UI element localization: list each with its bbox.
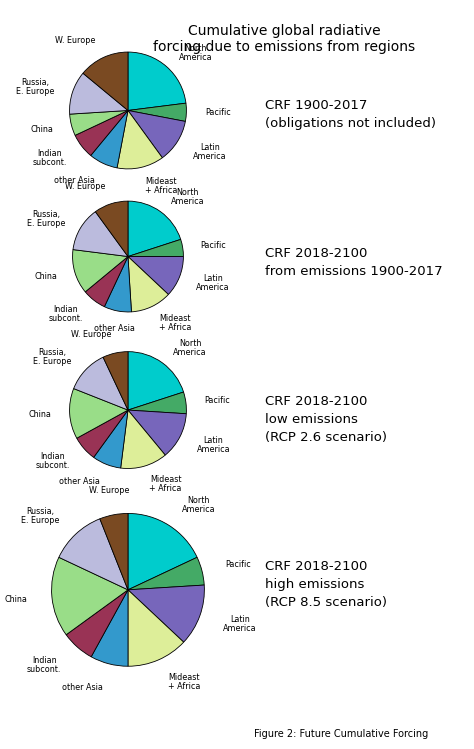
Text: W. Europe: W. Europe: [89, 486, 129, 495]
Wedge shape: [128, 514, 197, 590]
Wedge shape: [128, 240, 183, 257]
Wedge shape: [95, 201, 128, 256]
Text: CRF 2018-2100
from emissions 1900-2017: CRF 2018-2100 from emissions 1900-2017: [265, 246, 443, 278]
Wedge shape: [85, 256, 128, 306]
Wedge shape: [128, 557, 204, 590]
Text: China: China: [30, 125, 53, 134]
Text: Indian
subcont.: Indian subcont.: [27, 656, 61, 675]
Text: other Asia: other Asia: [54, 176, 95, 185]
Text: Mideast
+ Africa: Mideast + Africa: [168, 673, 201, 691]
Text: Latin
America: Latin America: [223, 615, 256, 633]
Text: Pacific: Pacific: [204, 396, 230, 405]
Wedge shape: [52, 557, 128, 634]
Text: CRF 2018-2100
high emissions
(RCP 8.5 scenario): CRF 2018-2100 high emissions (RCP 8.5 sc…: [265, 560, 387, 609]
Wedge shape: [59, 519, 128, 590]
Wedge shape: [66, 590, 128, 657]
Text: CRF 2018-2100
low emissions
(RCP 2.6 scenario): CRF 2018-2100 low emissions (RCP 2.6 sce…: [265, 395, 387, 444]
Text: China: China: [28, 410, 51, 419]
Text: other Asia: other Asia: [59, 477, 100, 486]
Wedge shape: [128, 103, 186, 121]
Text: Indian
subcont.: Indian subcont.: [49, 306, 83, 324]
Text: North
America: North America: [171, 188, 205, 206]
Wedge shape: [128, 392, 186, 413]
Wedge shape: [83, 52, 128, 110]
Wedge shape: [70, 110, 128, 136]
Text: Latin
America: Latin America: [197, 436, 230, 454]
Text: Indian
subcont.: Indian subcont.: [33, 149, 67, 167]
Wedge shape: [104, 256, 131, 312]
Text: W. Europe: W. Europe: [55, 36, 95, 45]
Wedge shape: [128, 110, 185, 158]
Text: Cumulative global radiative
forcing due to emissions from regions: Cumulative global radiative forcing due …: [153, 24, 416, 54]
Text: Pacific: Pacific: [200, 240, 226, 249]
Wedge shape: [128, 52, 186, 110]
Text: Mideast
+ Africa: Mideast + Africa: [159, 314, 191, 332]
Text: other Asia: other Asia: [62, 683, 103, 692]
Wedge shape: [91, 590, 128, 667]
Wedge shape: [75, 110, 128, 156]
Text: Russia,
E. Europe: Russia, E. Europe: [27, 210, 65, 228]
Text: Latin
America: Latin America: [196, 274, 229, 292]
Wedge shape: [128, 410, 186, 455]
Wedge shape: [73, 249, 128, 292]
Text: North
America: North America: [179, 43, 213, 61]
Text: other Asia: other Asia: [94, 324, 135, 333]
Text: Pacific: Pacific: [205, 109, 231, 118]
Wedge shape: [100, 514, 128, 590]
Wedge shape: [128, 351, 183, 410]
Text: Russia,
E. Europe: Russia, E. Europe: [20, 507, 59, 525]
Wedge shape: [128, 201, 181, 256]
Wedge shape: [70, 73, 128, 114]
Text: Latin
America: Latin America: [193, 143, 227, 161]
Text: China: China: [5, 595, 27, 604]
Wedge shape: [103, 351, 128, 410]
Text: W. Europe: W. Europe: [71, 330, 111, 339]
Wedge shape: [128, 256, 183, 294]
Wedge shape: [128, 590, 183, 667]
Wedge shape: [73, 212, 128, 256]
Text: Pacific: Pacific: [226, 560, 251, 569]
Wedge shape: [70, 389, 128, 438]
Text: North
America: North America: [173, 339, 207, 357]
Text: CRF 1900-2017
(obligations not included): CRF 1900-2017 (obligations not included): [265, 99, 437, 130]
Text: Mideast
+ Africa: Mideast + Africa: [149, 475, 182, 493]
Wedge shape: [73, 357, 128, 410]
Text: China: China: [35, 273, 58, 282]
Text: Russia,
E. Europe: Russia, E. Europe: [16, 78, 55, 96]
Wedge shape: [77, 410, 128, 458]
Text: Mideast
+ Africa: Mideast + Africa: [145, 177, 177, 195]
Wedge shape: [128, 585, 204, 642]
Text: North
America: North America: [182, 496, 216, 514]
Wedge shape: [121, 410, 165, 468]
Wedge shape: [91, 110, 128, 168]
Text: Figure 2: Future Cumulative Forcing: Figure 2: Future Cumulative Forcing: [254, 730, 428, 739]
Wedge shape: [117, 110, 162, 169]
Wedge shape: [128, 256, 168, 312]
Wedge shape: [94, 410, 128, 468]
Text: Russia,
E. Europe: Russia, E. Europe: [33, 348, 72, 366]
Text: W. Europe: W. Europe: [65, 183, 105, 192]
Text: Indian
subcont.: Indian subcont.: [36, 452, 70, 470]
